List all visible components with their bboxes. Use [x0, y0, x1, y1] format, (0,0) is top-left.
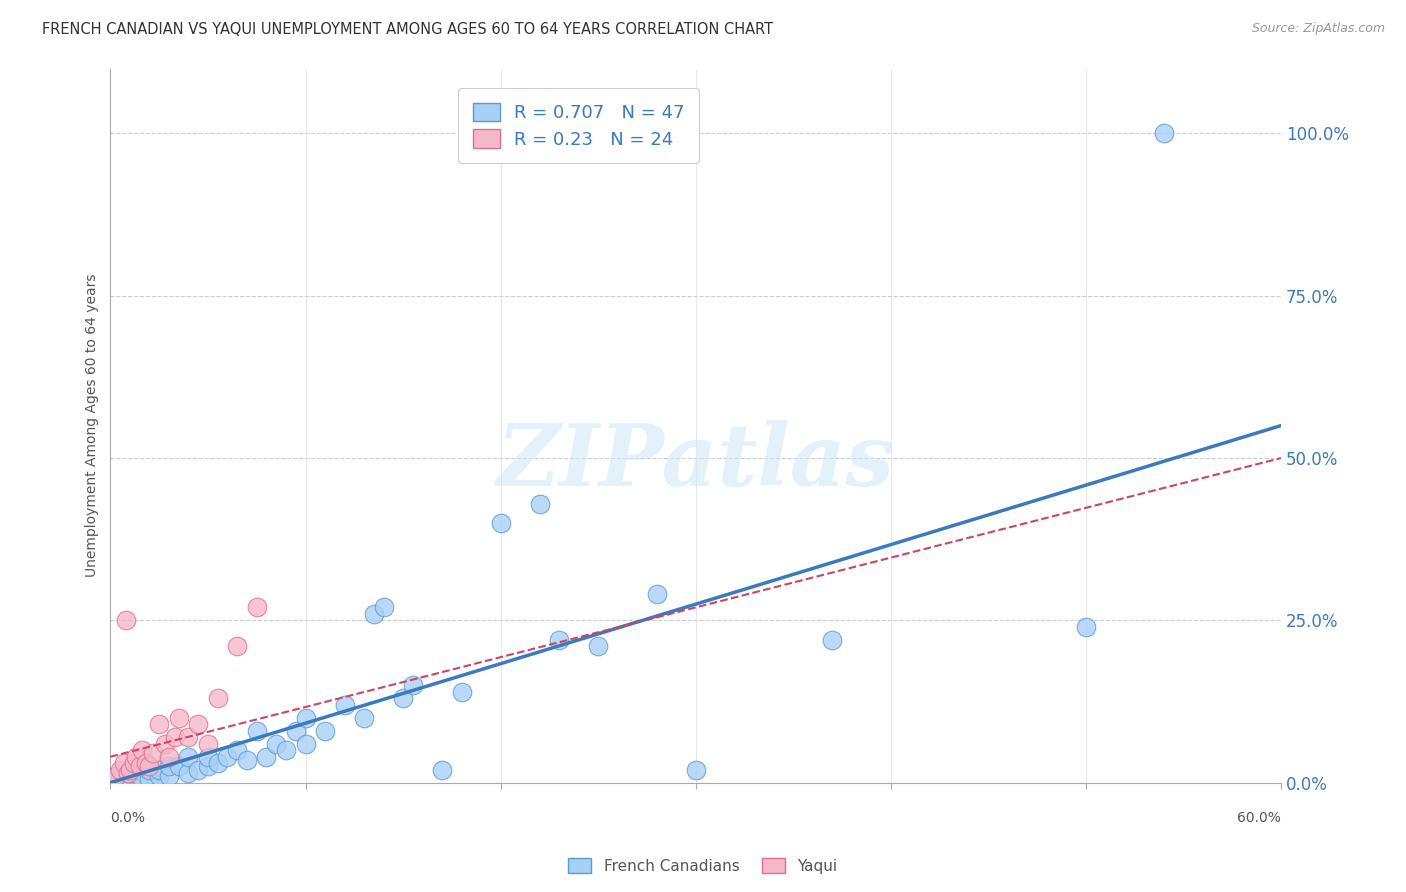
Point [100, 775, 122, 789]
Point [118, 763, 141, 777]
Point [177, 766, 200, 780]
Point [197, 749, 219, 764]
Point [256, 749, 278, 764]
Point [264, 737, 287, 751]
Point [163, 731, 186, 745]
Point [157, 749, 180, 764]
Point [226, 640, 249, 654]
Point [148, 763, 170, 777]
Point [167, 711, 190, 725]
Y-axis label: Unemployment Among Ages 60 to 64 years: Unemployment Among Ages 60 to 64 years [86, 274, 100, 577]
Point [118, 775, 141, 789]
Text: ZIPatlas: ZIPatlas [496, 419, 894, 503]
Point [112, 756, 135, 771]
Point [135, 756, 157, 771]
Point [142, 747, 165, 761]
Point [314, 723, 336, 738]
Point [167, 759, 190, 773]
Point [294, 711, 316, 725]
Point [217, 749, 239, 764]
Point [100, 772, 122, 787]
Point [108, 763, 131, 777]
Point [363, 607, 385, 621]
Point [177, 731, 200, 745]
Point [333, 698, 356, 712]
Point [118, 766, 141, 780]
Point [187, 717, 209, 731]
Point [187, 763, 209, 777]
Legend: R = 0.707   N = 47, R = 0.23   N = 24: R = 0.707 N = 47, R = 0.23 N = 24 [458, 88, 699, 163]
Point [207, 691, 229, 706]
Point [548, 632, 571, 647]
Point [125, 749, 148, 764]
Point [115, 614, 138, 628]
Point [105, 769, 128, 783]
Point [197, 759, 219, 773]
Point [108, 772, 131, 787]
Point [489, 516, 512, 530]
Point [246, 600, 269, 615]
Point [685, 763, 707, 777]
Text: FRENCH CANADIAN VS YAQUI UNEMPLOYMENT AMONG AGES 60 TO 64 YEARS CORRELATION CHAR: FRENCH CANADIAN VS YAQUI UNEMPLOYMENT AM… [42, 22, 773, 37]
Text: Source: ZipAtlas.com: Source: ZipAtlas.com [1251, 22, 1385, 36]
Point [1153, 127, 1175, 141]
Point [274, 743, 297, 757]
Point [207, 756, 229, 771]
Point [138, 759, 160, 773]
Point [157, 769, 180, 783]
Point [131, 743, 153, 757]
Point [197, 737, 219, 751]
Point [177, 749, 200, 764]
Point [402, 678, 425, 692]
Point [373, 600, 395, 615]
Point [226, 743, 249, 757]
Legend: French Canadians, Yaqui: French Canadians, Yaqui [562, 852, 844, 880]
Point [157, 759, 180, 773]
Point [586, 640, 609, 654]
Point [122, 756, 145, 771]
Text: 0.0%: 0.0% [111, 811, 145, 825]
Point [148, 769, 170, 783]
Point [284, 723, 307, 738]
Point [117, 766, 139, 780]
Point [148, 717, 170, 731]
Point [821, 632, 844, 647]
Point [450, 685, 472, 699]
Point [138, 772, 160, 787]
Point [138, 763, 160, 777]
Text: 60.0%: 60.0% [1237, 811, 1281, 825]
Point [128, 769, 150, 783]
Point [645, 587, 668, 601]
Point [115, 769, 138, 783]
Point [236, 753, 259, 767]
Point [294, 737, 316, 751]
Point [246, 723, 269, 738]
Point [128, 759, 150, 773]
Point [430, 763, 453, 777]
Point [153, 737, 176, 751]
Point [353, 711, 375, 725]
Point [392, 691, 415, 706]
Point [529, 496, 551, 510]
Point [1074, 620, 1097, 634]
